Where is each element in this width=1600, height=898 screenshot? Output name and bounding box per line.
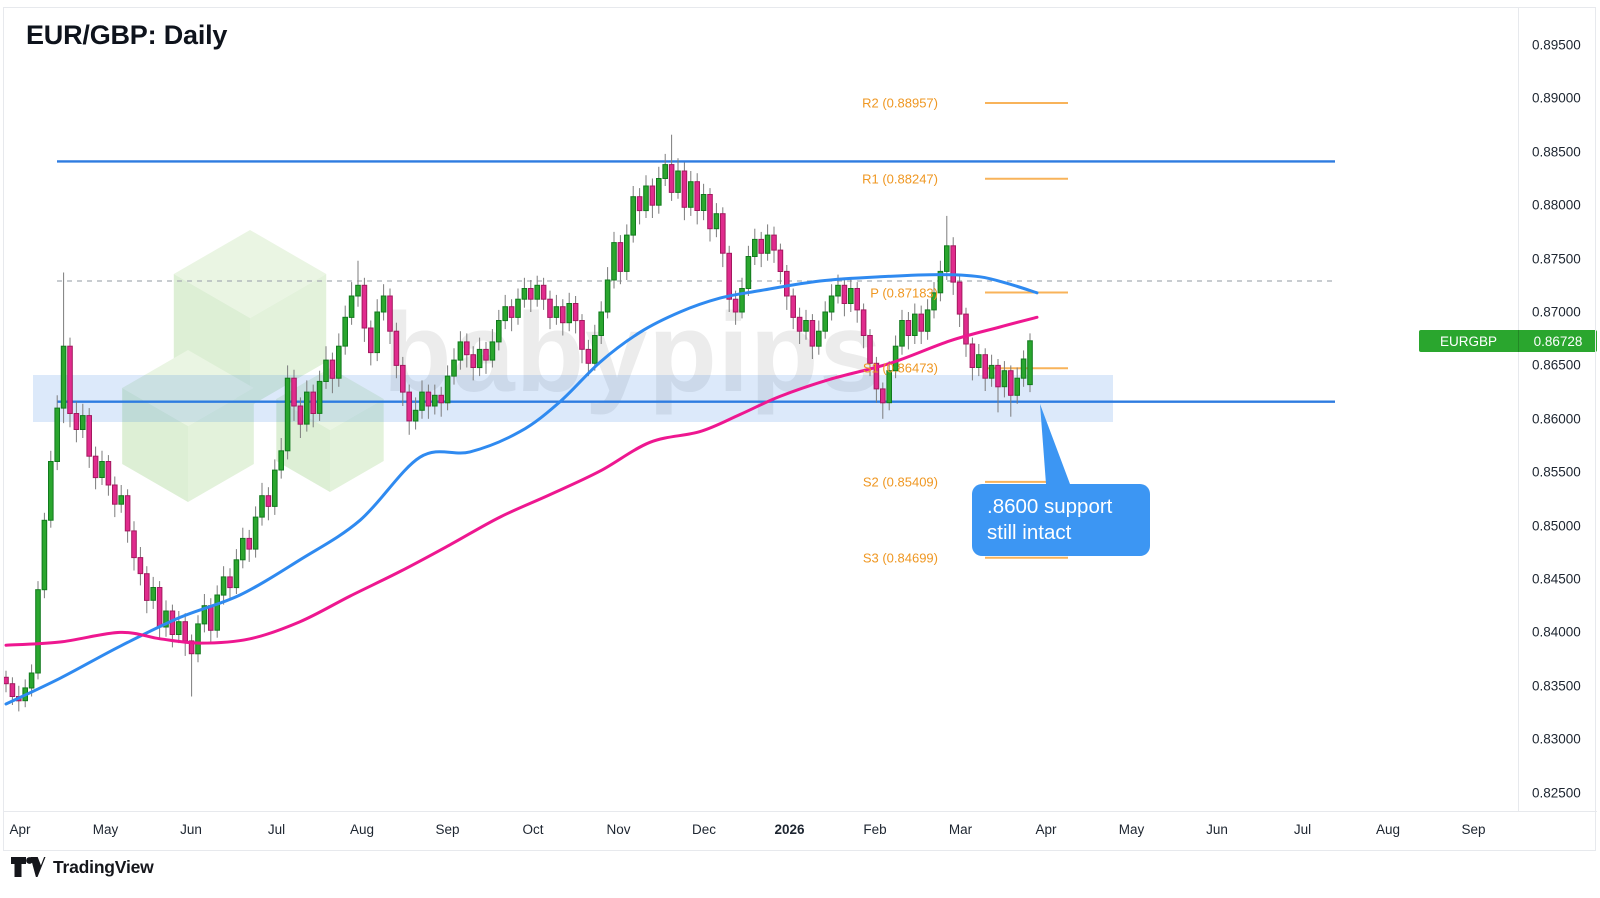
- x-axis-label: Jun: [180, 822, 202, 837]
- page-title: EUR/GBP: Daily: [26, 20, 228, 50]
- x-axis-label: May: [1118, 822, 1145, 837]
- price-axis[interactable]: 0.89500 0.89000 0.88500 0.88000 0.87500 0.870…: [1519, 7, 1597, 811]
- callout-line-1: .8600 support: [987, 494, 1113, 518]
- x-axis-label: Apr: [9, 822, 31, 837]
- x-axis-label: Oct: [522, 822, 544, 837]
- x-axis-label: Aug: [1375, 822, 1401, 837]
- x-axis-label: Nov: [606, 822, 631, 837]
- x-axis-label: Aug: [349, 822, 375, 837]
- y-axis-label: 0.85000: [1532, 518, 1581, 534]
- y-axis-label: 0.87500: [1532, 251, 1581, 267]
- x-axis-label: 2026: [774, 822, 805, 837]
- pivot-label-p: P (0.87183): [870, 285, 938, 300]
- y-axis-label: 0.84500: [1532, 571, 1581, 587]
- x-axis-label: May: [92, 822, 119, 837]
- y-axis-label: 0.86500: [1532, 357, 1581, 373]
- y-axis-label: 0.85500: [1532, 464, 1581, 480]
- y-axis-label: 0.88500: [1532, 144, 1581, 160]
- y-axis-label: 0.86000: [1532, 411, 1581, 427]
- x-axis-label: Jul: [267, 822, 286, 837]
- x-axis-label: Feb: [863, 822, 887, 837]
- x-axis-label: Sep: [1461, 822, 1486, 837]
- last-price-badge: EURGBP 0.86728: [1419, 330, 1597, 352]
- y-axis-label: 0.84000: [1532, 624, 1581, 640]
- price-axis-divider: [1518, 7, 1519, 811]
- tradingview-label: TradingView: [53, 856, 154, 877]
- y-axis-label: 0.88000: [1532, 197, 1581, 213]
- x-axis-label: Dec: [691, 822, 717, 837]
- pivot-label-r2: R2 (0.88957): [862, 95, 938, 111]
- last-price-value: 0.86728: [1533, 333, 1583, 349]
- x-axis-label: Apr: [1035, 822, 1057, 837]
- support-callout: .8600 support still intact: [972, 484, 1150, 556]
- pivot-label-r1: R1 (0.88247): [862, 171, 938, 187]
- y-axis-label: 0.89500: [1532, 37, 1581, 53]
- time-axis[interactable]: Apr May Jun Jul Aug Sep Oct Nov Dec 2026 Feb Mar Apr…: [0, 812, 1518, 842]
- x-axis-label: Jul: [1293, 822, 1312, 837]
- pivot-label-s3: S3 (0.84699): [862, 550, 938, 566]
- y-axis-label: 0.83500: [1532, 678, 1581, 694]
- y-axis-label: 0.83000: [1532, 731, 1581, 747]
- x-axis-label: Mar: [948, 822, 973, 837]
- tradingview-logo-icon: [11, 857, 46, 877]
- y-axis-label: 0.89000: [1532, 90, 1581, 106]
- pivot-label-s1: S1 (0.86473): [862, 360, 938, 376]
- time-axis-divider: [3, 811, 1597, 812]
- symbol-label: EURGBP: [1419, 330, 1519, 352]
- x-axis-label: Sep: [435, 822, 460, 837]
- callout-line-2: still intact: [987, 521, 1072, 544]
- pivot-label-s2: S2 (0.85409): [862, 474, 938, 490]
- y-axis-label: 0.87000: [1532, 304, 1581, 320]
- y-axis-label: 0.82500: [1532, 785, 1581, 801]
- tradingview-attribution[interactable]: TradingView: [10, 856, 154, 878]
- x-axis-label: Jun: [1206, 822, 1228, 837]
